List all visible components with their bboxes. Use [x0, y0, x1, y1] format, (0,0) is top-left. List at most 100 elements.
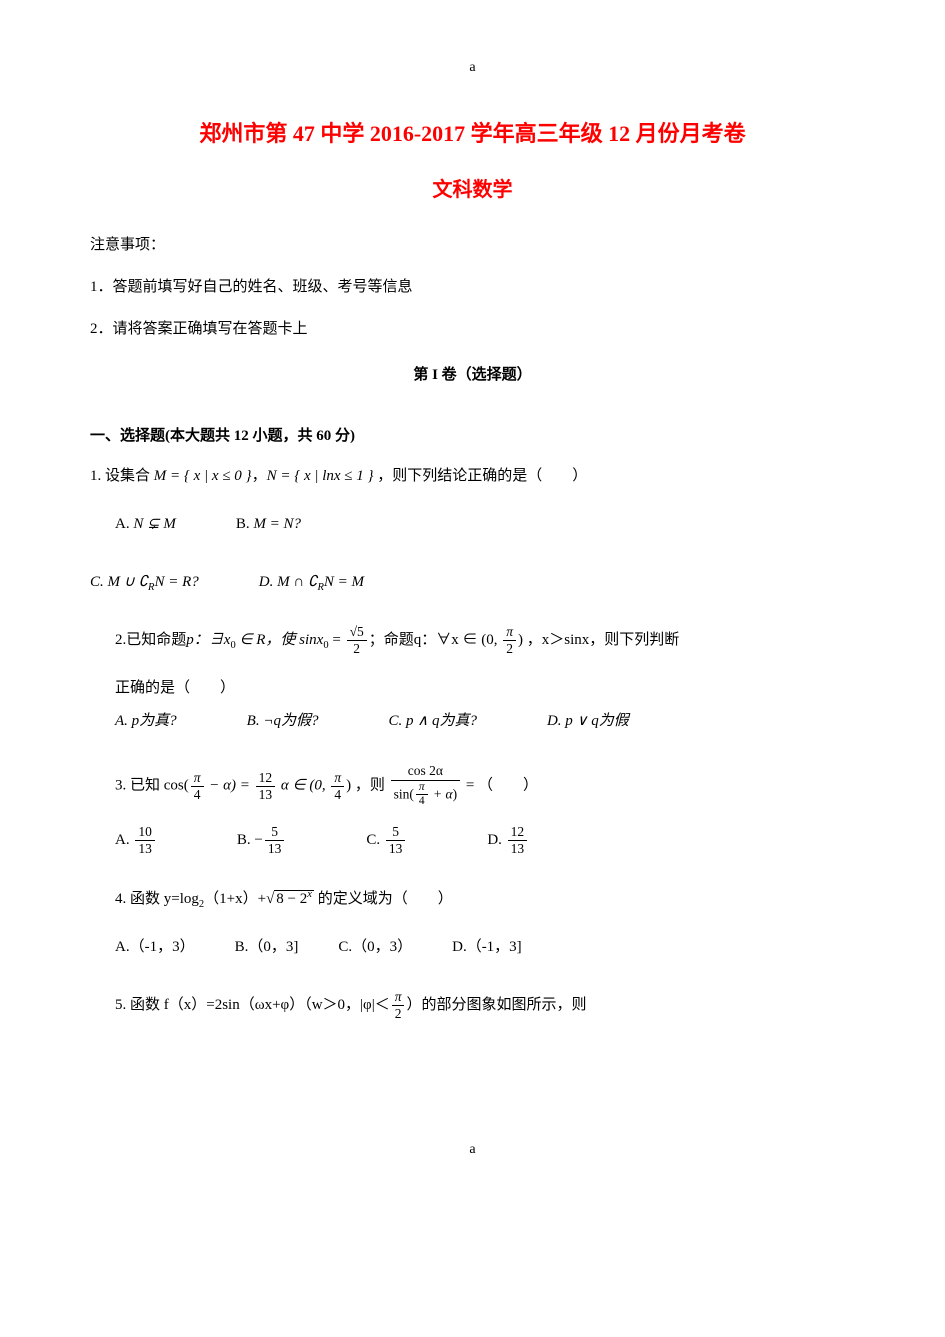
- notice-item-1: 1．答题前填写好自己的姓名、班级、考号等信息: [90, 274, 855, 301]
- question-5: 5. 函数 f（x）=2sin（ωx+φ）（w＞0，|φ|＜π2）的部分图象如图…: [115, 989, 855, 1022]
- q2-optB: B. ¬q为假?: [247, 705, 319, 738]
- q3-f4-den-post: + α: [430, 786, 453, 801]
- q3-optC-den: 13: [386, 841, 406, 857]
- q3-text2: − α) =: [206, 778, 254, 794]
- q1-optB: B. M = N?: [236, 508, 301, 541]
- question-4: 4. 函数 y=log2（1+x）+√8 − 2x 的定义域为（ ） A.（-1…: [115, 883, 855, 964]
- q3-f3-den: 4: [331, 787, 344, 803]
- q3-f2-den: 13: [256, 787, 276, 803]
- q4-text1: 4. 函数 y=log: [115, 891, 199, 907]
- q2-optC: C. p ∧ q为真?: [388, 705, 476, 738]
- q2-text3: 正确的是（ ）: [115, 672, 855, 705]
- q4-text2: （1+x）+: [204, 891, 266, 907]
- q3-optB-num: 5: [265, 824, 285, 841]
- q3-f4-den-in: π: [416, 781, 428, 796]
- q4-optC: C.（0，3）: [338, 931, 412, 964]
- question-3: 3. 已知 cos(π4 − α) = 1213 α ∈ (0, π4) ，则 …: [115, 763, 855, 857]
- q1-post: ，则下列结论正确的是（ ）: [374, 468, 588, 484]
- q4-stem: 4. 函数 y=log2（1+x）+√8 − 2x 的定义域为（ ）: [115, 883, 855, 916]
- q3-optA: A. 1013: [115, 824, 157, 857]
- section-part-header: 第 I 卷（选择题）: [90, 363, 855, 384]
- q1-optB-label: B.: [236, 516, 250, 532]
- q4-sqrt: 8 − 2x: [274, 890, 314, 907]
- q1-options-row1: A. N ⊊ M B. M = N?: [115, 508, 855, 541]
- q5-stem: 5. 函数 f（x）=2sin（ωx+φ）（w＞0，|φ|＜π2）的部分图象如图…: [115, 989, 855, 1022]
- q3-f3-num: π: [331, 770, 344, 787]
- q2-p: p：∃x: [186, 632, 230, 648]
- q2-text-q: ；命题q：∀x ∈ (0,: [369, 632, 502, 648]
- q1-optD: D. M ∩ ∁RN = M: [259, 566, 364, 599]
- q1-options-row2: C. M ∪ ∁RN = R? D. M ∩ ∁RN = M: [90, 566, 855, 599]
- q3-optB-pre: B. −: [237, 832, 263, 848]
- q1-optD-label: D.: [259, 574, 274, 590]
- q3-optC-num: 5: [386, 824, 406, 841]
- q3-text3: α ∈ (0,: [277, 778, 329, 794]
- q1-optC-m: M ∪ ∁: [108, 574, 149, 590]
- q1-optA-math: N ⊊ M: [133, 516, 176, 532]
- q3-optD-num: 12: [508, 824, 528, 841]
- q1-pre: 1. 设集合: [90, 468, 154, 484]
- q3-text1: 3. 已知 cos(: [115, 778, 189, 794]
- q5-text1: 5. 函数 f（x）=2sin（ωx+φ）（w＞0，|φ|＜: [115, 997, 390, 1013]
- q2-stem: 2.已知命题p：∃x0 ∈ R，使 sinx0 = √52；命题q：∀x ∈ (…: [115, 624, 855, 657]
- q4-optB: B.（0，3]: [235, 931, 299, 964]
- q2-p-in: ∈ R，使 sinx: [236, 632, 324, 648]
- q3-optD-den: 13: [508, 841, 528, 857]
- question-1: 1. 设集合 M = { x | x ≤ 0 }，N = { x | lnx ≤…: [90, 460, 855, 599]
- q4-optA: A.（-1，3）: [115, 931, 195, 964]
- q3-text4: ) ，则: [346, 778, 389, 794]
- q1-optC-label: C.: [90, 574, 104, 590]
- q2-pi2-den: 2: [503, 641, 516, 657]
- q2-text2: ) ，x＞sinx，则下列判断: [518, 632, 679, 648]
- q3-f4-den: sin(π4 + α): [391, 781, 460, 810]
- q4-sqrt-content: 8 − 2: [276, 891, 307, 907]
- q3-optC: C. 513: [366, 824, 407, 857]
- q3-f4-num: cos 2α: [391, 763, 460, 780]
- q3-optA-num: 10: [135, 824, 155, 841]
- q3-optB-den: 13: [265, 841, 285, 857]
- question-2: 2.已知命题p：∃x0 ∈ R，使 sinx0 = √52；命题q：∀x ∈ (…: [115, 624, 855, 738]
- title-main: 郑州市第 47 中学 2016-2017 学年高三年级 12 月份月考卷: [90, 116, 855, 148]
- q1-m-def: M = { x | x ≤ 0 }: [154, 468, 252, 484]
- q1-stem: 1. 设集合 M = { x | x ≤ 0 }，N = { x | lnx ≤…: [90, 460, 855, 493]
- q2-frac1-den: 2: [347, 641, 367, 657]
- q1-optA: A. N ⊊ M: [115, 508, 176, 541]
- q2-p-eq: =: [329, 632, 345, 648]
- q2-options: A. p为真? B. ¬q为假? C. p ∧ q为真? D. p ∨ q为假: [115, 705, 855, 738]
- q3-optD: D. 1213: [487, 824, 529, 857]
- q3-optC-pre: C.: [366, 832, 384, 848]
- section-select-title: 一、选择题(本大题共 12 小题，共 60 分): [90, 424, 855, 445]
- q5-text2: ）的部分图象如图所示，则: [406, 997, 586, 1013]
- q3-text5: = （ ）: [462, 778, 538, 794]
- notice-item-2: 2．请将答案正确填写在答题卡上: [90, 316, 855, 343]
- q2-optD: D. p ∨ q为假: [547, 705, 629, 738]
- q3-optB: B. −513: [237, 824, 286, 857]
- q3-f1-num: π: [191, 770, 204, 787]
- q1-optD-m: M ∩ ∁: [277, 574, 317, 590]
- q3-options: A. 1013 B. −513 C. 513 D. 1213: [115, 824, 855, 857]
- q3-stem: 3. 已知 cos(π4 − α) = 1213 α ∈ (0, π4) ，则 …: [115, 763, 855, 809]
- q1-sep: ，: [252, 468, 267, 484]
- q1-optC-r: N = R?: [154, 574, 198, 590]
- footer-mark: a: [90, 1142, 855, 1158]
- q3-f4-den-pre: sin: [394, 786, 410, 801]
- q4-optD: D.（-1，3]: [452, 931, 522, 964]
- q3-optA-den: 13: [135, 841, 155, 857]
- header-mark: a: [90, 60, 855, 76]
- q1-optB-math: M = N?: [253, 516, 301, 532]
- q5-f-num: π: [392, 989, 405, 1006]
- q4-options: A.（-1，3） B.（0，3] C.（0，3） D.（-1，3]: [115, 931, 855, 964]
- q1-n-def: N = { x | lnx ≤ 1 }: [267, 468, 374, 484]
- q2-frac1-num: √5: [347, 624, 367, 641]
- q4-text3: 的定义域为（ ）: [314, 891, 453, 907]
- q1-optC: C. M ∪ ∁RN = R?: [90, 566, 199, 599]
- q3-f2-num: 12: [256, 770, 276, 787]
- notice-header: 注意事项：: [90, 232, 855, 259]
- q2-text1: 2.已知命题: [115, 632, 186, 648]
- q4-sqrt-sup: x: [307, 889, 312, 900]
- q2-optA: A. p为真?: [115, 705, 177, 738]
- q3-optD-pre: D.: [487, 832, 505, 848]
- title-sub: 文科数学: [90, 173, 855, 202]
- q5-f-den: 2: [392, 1006, 405, 1022]
- q1-optD-r: N = M: [324, 574, 364, 590]
